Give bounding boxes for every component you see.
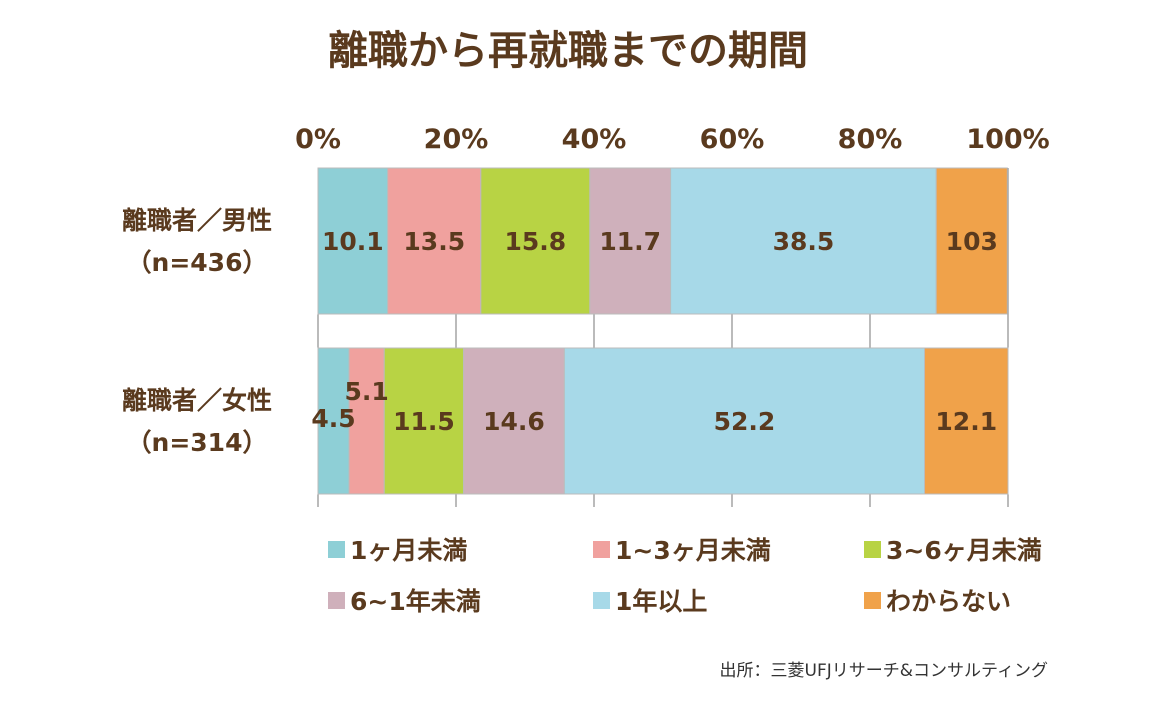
legend-label-2: 3~6ヶ月未満: [886, 536, 1042, 565]
x-tick-label-2: 40%: [562, 124, 627, 155]
category-n-label-0: （n=436）: [127, 248, 268, 277]
bar-segment-1-2: [383, 347, 465, 495]
data-label-1-3: 14.6: [483, 407, 545, 436]
legend-swatch-0: [328, 541, 345, 558]
legend-swatch-5: [864, 592, 881, 609]
category-n-label-1: （n=314）: [127, 428, 268, 457]
data-label-1-4: 52.2: [714, 407, 776, 436]
bar-segment-1-5: [924, 347, 1009, 495]
legend-label-4: 1年以上: [615, 587, 707, 616]
bar-segment-1-0: [317, 347, 350, 495]
x-tick-label-0: 0%: [295, 124, 341, 155]
data-label-0-1: 13.5: [403, 227, 465, 256]
data-label-1-1: 5.1: [344, 377, 388, 406]
data-label-1-5: 12.1: [935, 407, 997, 436]
category-label-0: 離職者／男性: [122, 206, 272, 235]
legend-swatch-2: [864, 541, 881, 558]
legend-swatch-4: [593, 592, 610, 609]
bar-segment-0-0: [317, 167, 389, 315]
data-label-0-3: 11.7: [599, 227, 661, 256]
legend-label-3: 6~1年未満: [350, 587, 481, 616]
data-label-0-0: 10.1: [322, 227, 384, 256]
x-tick-label-3: 60%: [700, 124, 765, 155]
bar-segment-0-4: [670, 167, 937, 315]
legend-swatch-3: [328, 592, 345, 609]
data-label-1-0: 4.5: [311, 404, 355, 433]
legend-label-1: 1~3ヶ月未満: [615, 536, 771, 565]
data-label-0-4: 38.5: [773, 227, 835, 256]
data-label-0-5: 103: [946, 227, 998, 256]
bar-segment-1-4: [563, 347, 926, 495]
data-label-1-2: 11.5: [393, 407, 455, 436]
x-tick-label-4: 80%: [838, 124, 903, 155]
legend-swatch-1: [593, 541, 610, 558]
x-tick-label-5: 100%: [966, 124, 1049, 155]
x-tick-label-1: 20%: [424, 124, 489, 155]
legend-label-0: 1ヶ月未満: [350, 536, 467, 565]
bar-segment-0-5: [935, 167, 1008, 315]
chart-title: 離職から再就職までの期間: [328, 28, 808, 74]
bar-segment-1-3: [463, 347, 565, 495]
legend-label-5: わからない: [886, 587, 1011, 616]
source-note: 出所：三菱UFJリサーチ&コンサルティング: [720, 661, 1048, 681]
bar-segment-1-1: [348, 347, 385, 495]
bar-segment-0-2: [480, 167, 591, 315]
data-label-0-2: 15.8: [505, 227, 567, 256]
category-label-1: 離職者／女性: [122, 386, 272, 415]
bar-segment-0-3: [589, 167, 672, 315]
